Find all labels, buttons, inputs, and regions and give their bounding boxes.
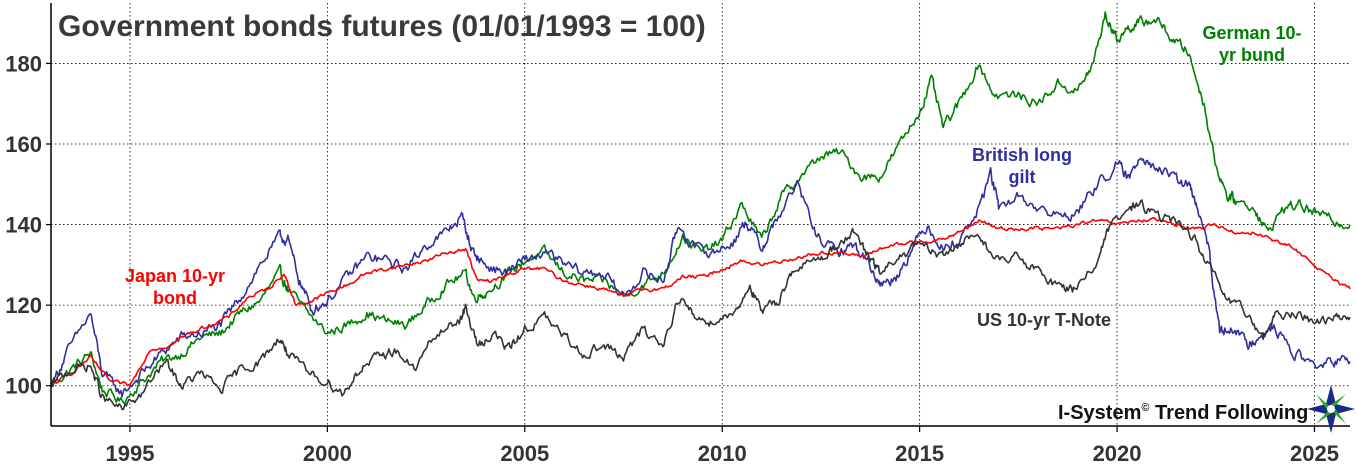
x-tick-label-2015: 2015 — [895, 441, 944, 466]
tick-labels: 100 120 140 160 180 1995 2000 2005 2010 2015 2020 2… — [5, 51, 1339, 466]
x-tick-label-2025: 2025 — [1290, 441, 1339, 466]
x-tick-label-2020: 2020 — [1093, 441, 1142, 466]
annotation-british-line1: British long — [972, 145, 1072, 165]
y-tick-label-140: 140 — [5, 213, 42, 238]
series-line-british-long-gilt — [50, 157, 1351, 398]
annotation-us: US 10-yr T-Note — [977, 310, 1111, 330]
x-tick-label-2000: 2000 — [303, 441, 352, 466]
series-line-japan-10-yr-bond — [50, 216, 1351, 387]
annotation-japan-line1: Japan 10-yr — [125, 266, 225, 286]
series-group — [50, 11, 1351, 411]
svg-text:I-System© Trend Following: I-System© Trend Following — [1058, 402, 1308, 424]
annotation-german-line1: German 10- — [1202, 23, 1301, 43]
annotation-japan-line2: bond — [153, 288, 197, 308]
annotation-british-line2: gilt — [1009, 167, 1036, 187]
series-line-us-10-yr-t-note — [50, 199, 1351, 411]
y-tick-label-100: 100 — [5, 374, 42, 399]
y-tick-label-160: 160 — [5, 132, 42, 157]
axes — [46, 3, 1350, 432]
x-tick-label-2005: 2005 — [500, 441, 549, 466]
brand-copyright: © — [1141, 402, 1149, 414]
series-line-german-10-yr-bund — [50, 11, 1351, 405]
annotation-german-line2: yr bund — [1219, 45, 1285, 65]
x-tick-label-1995: 1995 — [105, 441, 154, 466]
y-tick-label-120: 120 — [5, 293, 42, 318]
chart-title: Government bonds futures (01/01/1993 = 1… — [58, 10, 706, 43]
y-tick-label-180: 180 — [5, 51, 42, 76]
brand-name: I-System — [1058, 402, 1141, 424]
x-tick-label-2010: 2010 — [698, 441, 747, 466]
brand-suffix: Trend Following — [1149, 402, 1308, 424]
star-logo-icon — [1307, 385, 1355, 433]
grid — [51, 3, 1350, 426]
branding: I-System© Trend Following — [1058, 385, 1355, 433]
